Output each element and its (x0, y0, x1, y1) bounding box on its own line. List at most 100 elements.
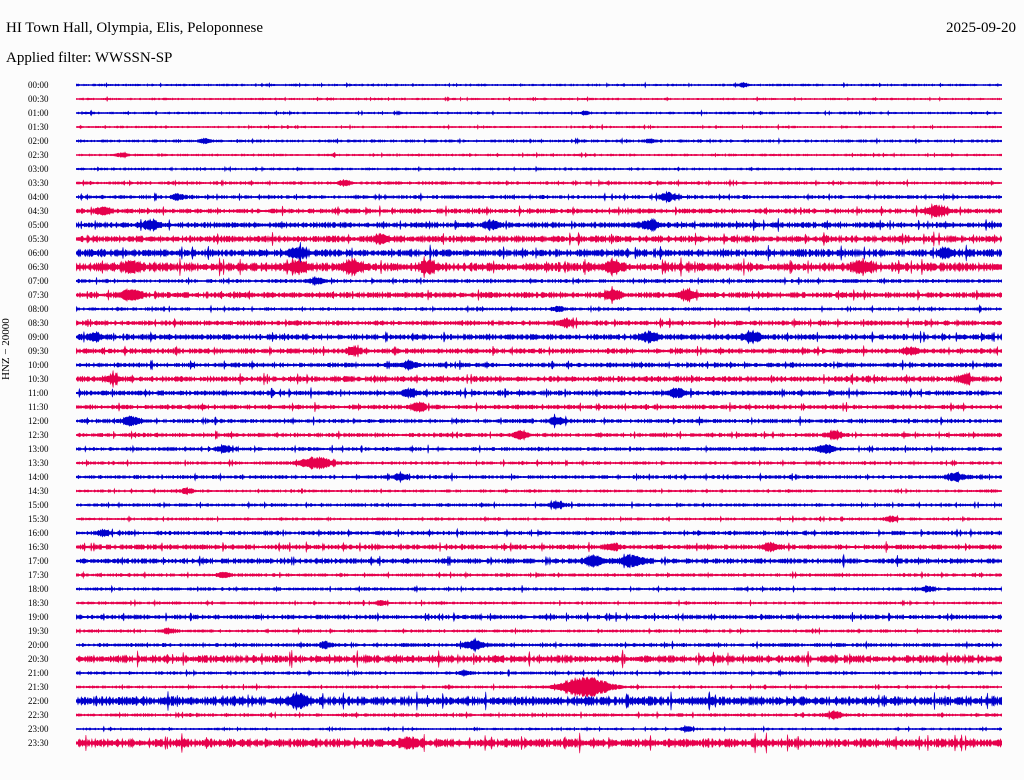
row-time-label: 17:30 (28, 570, 49, 580)
seismic-trace (76, 732, 1002, 754)
seismic-trace (76, 527, 1002, 539)
helicorder-plot: 00:00 00:30 01:00 01:30 02:00 02:30 03:00 03:30… (0, 80, 1024, 770)
helicorder-row: 17:00 (0, 553, 1024, 570)
seismic-trace (76, 165, 1002, 173)
helicorder-row: 15:00 (0, 499, 1024, 514)
row-time-label: 01:00 (28, 108, 49, 118)
helicorder-row: 21:00 (0, 668, 1024, 682)
row-time-label: 18:00 (28, 584, 49, 594)
seismic-trace (76, 611, 1002, 623)
row-time-label: 18:30 (28, 598, 49, 608)
row-time-label: 09:00 (28, 332, 49, 342)
helicorder-row: 04:00 (0, 190, 1024, 206)
seismic-trace (76, 151, 1002, 159)
helicorder-row: 01:30 (0, 122, 1024, 136)
row-time-label: 23:30 (28, 738, 49, 748)
row-time-label: 00:30 (28, 94, 49, 104)
seismic-trace (76, 724, 1002, 734)
seismic-trace (76, 443, 1002, 455)
seismic-trace (76, 676, 1002, 698)
seismic-trace (76, 190, 1002, 204)
helicorder-row: 01:00 (0, 108, 1024, 122)
helicorder-row: 22:00 (0, 691, 1024, 711)
row-time-label: 17:00 (28, 556, 49, 566)
seismic-trace (76, 553, 1002, 569)
helicorder-row: 20:00 (0, 637, 1024, 654)
helicorder-row: 09:30 (0, 344, 1024, 360)
helicorder-row: 13:30 (0, 456, 1024, 472)
row-time-label: 02:00 (28, 136, 49, 146)
seismic-trace (76, 691, 1002, 711)
row-time-label: 20:30 (28, 654, 49, 664)
row-time-label: 13:00 (28, 444, 49, 454)
helicorder-row: 08:00 (0, 304, 1024, 318)
row-time-label: 23:00 (28, 724, 49, 734)
page-title: HI Town Hall, Olympia, Elis, Peloponnese (6, 20, 263, 36)
helicorder-row: 16:00 (0, 527, 1024, 542)
helicorder-row: 06:00 (0, 241, 1024, 265)
seismic-trace (76, 96, 1002, 102)
seismic-trace (76, 137, 1002, 145)
applied-filter-label: Applied filter: WWSSN-SP (6, 50, 173, 66)
seismic-trace (76, 178, 1002, 188)
seismic-trace (76, 255, 1002, 279)
seismic-trace (76, 286, 1002, 304)
helicorder-row: 00:30 (0, 94, 1024, 108)
row-time-label: 07:00 (28, 276, 49, 286)
helicorder-row: 19:00 (0, 611, 1024, 626)
seismic-trace (76, 109, 1002, 117)
seismic-trace (76, 570, 1002, 580)
row-time-label: 01:30 (28, 122, 49, 132)
row-time-label: 08:30 (28, 318, 49, 328)
seismic-trace (76, 275, 1002, 287)
row-time-label: 03:30 (28, 178, 49, 188)
helicorder-row: 08:30 (0, 317, 1024, 332)
seismic-trace (76, 649, 1002, 669)
helicorder-row: 04:30 (0, 203, 1024, 220)
row-time-label: 13:30 (28, 458, 49, 468)
row-time-label: 10:00 (28, 360, 49, 370)
row-time-label: 21:30 (28, 682, 49, 692)
helicorder-row: 00:00 (0, 80, 1024, 94)
helicorder-row: 12:00 (0, 413, 1024, 430)
helicorder-row: 11:30 (0, 401, 1024, 416)
seismic-trace (76, 514, 1002, 524)
helicorder-row: 03:00 (0, 164, 1024, 178)
row-time-label: 02:30 (28, 150, 49, 160)
seismic-trace (76, 241, 1002, 265)
seismic-trace (76, 344, 1002, 358)
helicorder-row: 09:00 (0, 329, 1024, 346)
row-time-label: 19:00 (28, 612, 49, 622)
seismic-trace (76, 401, 1002, 413)
seismic-trace (76, 358, 1002, 372)
row-time-label: 19:30 (28, 626, 49, 636)
row-time-label: 03:00 (28, 164, 49, 174)
helicorder-row: 14:30 (0, 486, 1024, 500)
seismic-trace (76, 317, 1002, 329)
row-time-label: 20:00 (28, 640, 49, 650)
seismic-trace (76, 584, 1002, 594)
helicorder-row: 02:30 (0, 150, 1024, 164)
row-time-label: 16:00 (28, 528, 49, 538)
row-time-label: 21:00 (28, 668, 49, 678)
helicorder-row: 07:30 (0, 286, 1024, 304)
row-time-label: 22:00 (28, 696, 49, 706)
row-time-label: 12:00 (28, 416, 49, 426)
seismic-trace (76, 499, 1002, 511)
helicorder-row: 12:30 (0, 429, 1024, 444)
row-time-label: 06:00 (28, 248, 49, 258)
helicorder-row: 15:30 (0, 514, 1024, 528)
row-time-label: 05:30 (28, 234, 49, 244)
seismic-trace (76, 626, 1002, 636)
helicorder-row: 05:00 (0, 218, 1024, 234)
helicorder-row: 20:30 (0, 649, 1024, 669)
row-time-label: 11:00 (28, 388, 49, 398)
helicorder-row: 21:30 (0, 676, 1024, 698)
row-time-label: 15:30 (28, 514, 49, 524)
helicorder-row: 17:30 (0, 570, 1024, 584)
row-time-label: 09:30 (28, 346, 49, 356)
helicorder-row: 16:30 (0, 541, 1024, 556)
row-time-label: 14:30 (28, 486, 49, 496)
seismic-trace (76, 541, 1002, 553)
seismic-trace (76, 486, 1002, 496)
